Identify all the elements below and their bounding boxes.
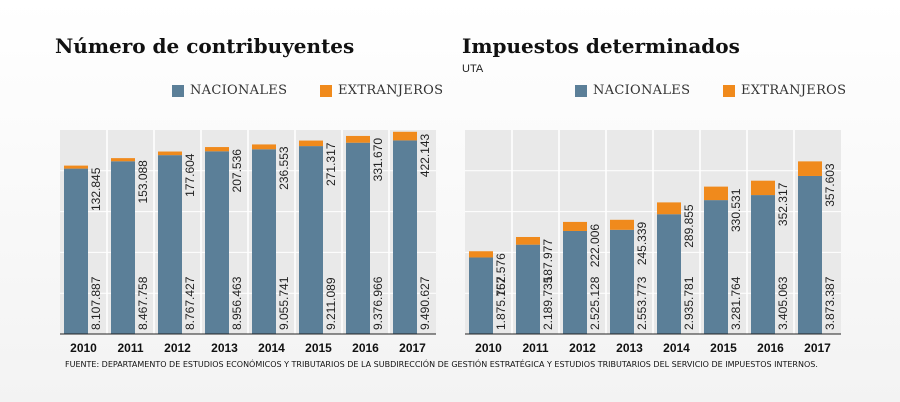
data-label-extranjeros: 271.317 <box>324 142 338 186</box>
x-tick-label: 2016 <box>352 341 379 355</box>
data-label-nacionales: 8.767.427 <box>183 276 197 330</box>
x-tick-label: 2013 <box>211 341 238 355</box>
data-label-extranjeros: 132.845 <box>89 167 103 211</box>
bar-extranjeros <box>798 161 822 176</box>
x-tick-label: 2015 <box>305 341 332 355</box>
data-label-extranjeros: 357.603 <box>823 163 837 207</box>
bar-nacionales <box>393 140 417 334</box>
legend-label-nacionales: NACIONALES <box>593 83 691 98</box>
chart-subtitle-impuestos: UTA <box>462 63 484 75</box>
bar-extranjeros <box>111 158 135 162</box>
bar-nacionales <box>563 230 587 334</box>
data-label-extranjeros: 289.855 <box>682 204 696 248</box>
data-label-extranjeros: 352.317 <box>776 182 790 226</box>
bar-nacionales <box>111 161 135 334</box>
chart-title-contribuyentes: Número de contribuyentes <box>55 34 355 58</box>
legend-swatch-nacionales <box>575 85 587 97</box>
chart-contribuyentes: 8.107.887 132.845 2010 8.467.758 153.088 2011… <box>60 130 436 355</box>
legend-swatch-nacionales <box>172 85 184 97</box>
bar-nacionales <box>299 146 323 334</box>
x-tick-label: 2012 <box>569 341 596 355</box>
data-label-extranjeros: 153.088 <box>136 160 150 204</box>
x-tick-label: 2016 <box>757 341 784 355</box>
x-tick-label: 2011 <box>117 341 143 355</box>
x-tick-label: 2015 <box>710 341 737 355</box>
bar-extranjeros <box>205 147 229 152</box>
x-tick-label: 2013 <box>616 341 643 355</box>
data-label-nacionales: 2.189.735 <box>541 276 555 330</box>
data-label-extranjeros: 331.670 <box>371 138 385 182</box>
bar-nacionales <box>346 142 370 334</box>
bar-extranjeros <box>393 131 417 141</box>
data-label-extranjeros: 236.553 <box>277 146 291 190</box>
data-label-nacionales: 2.525.128 <box>588 276 602 330</box>
bar-nacionales <box>610 229 634 334</box>
x-tick-label: 2011 <box>522 341 548 355</box>
data-label-nacionales: 9.376.966 <box>371 276 385 330</box>
bar-nacionales <box>657 214 681 334</box>
data-label-nacionales: 3.873.387 <box>823 276 837 330</box>
x-tick-label: 2010 <box>475 341 502 355</box>
bar-nacionales <box>252 149 276 334</box>
bar-extranjeros <box>516 236 540 245</box>
data-label-nacionales: 9.211.089 <box>324 277 338 330</box>
bar-extranjeros <box>469 251 493 258</box>
data-label-nacionales: 9.490.627 <box>418 276 432 330</box>
bar-extranjeros <box>346 135 370 143</box>
x-tick-label: 2010 <box>70 341 97 355</box>
bar-extranjeros <box>64 165 88 169</box>
bar-nacionales <box>469 257 493 334</box>
bar-extranjeros <box>657 202 681 215</box>
bar-nacionales <box>751 195 775 334</box>
bar-extranjeros <box>751 180 775 196</box>
x-tick-label: 2017 <box>399 341 426 355</box>
bar-nacionales <box>205 151 229 334</box>
legend-label-extranjeros: EXTRANJEROS <box>741 83 847 98</box>
data-label-extranjeros: 207.536 <box>230 149 244 193</box>
data-label-extranjeros: 177.604 <box>183 153 197 197</box>
source-note: FUENTE: DEPARTAMENTO DE ESTUDIOS ECONÓMI… <box>65 360 818 369</box>
bar-nacionales <box>64 168 88 334</box>
data-label-extranjeros: 152.576 <box>494 253 508 297</box>
bar-extranjeros <box>704 186 728 201</box>
x-tick-label: 2014 <box>258 341 285 355</box>
bar-extranjeros <box>252 144 276 150</box>
bar-nacionales <box>798 175 822 334</box>
data-label-nacionales: 3.405.063 <box>776 276 790 330</box>
x-tick-label: 2017 <box>804 341 831 355</box>
data-label-nacionales: 8.956.463 <box>230 276 244 330</box>
data-label-extranjeros: 245.339 <box>635 221 649 265</box>
legend-label-nacionales: NACIONALES <box>190 83 288 98</box>
x-tick-label: 2014 <box>663 341 690 355</box>
bar-extranjeros <box>158 151 182 156</box>
data-label-nacionales: 8.107.887 <box>89 276 103 330</box>
data-label-nacionales: 2.935.781 <box>682 276 696 330</box>
bar-extranjeros <box>563 221 587 231</box>
data-label-nacionales: 3.281.764 <box>729 276 743 330</box>
chart-title-impuestos: Impuestos determinados <box>462 34 740 58</box>
bar-nacionales <box>516 244 540 334</box>
bar-extranjeros <box>299 140 323 147</box>
legend-label-extranjeros: EXTRANJEROS <box>338 83 444 98</box>
legend-swatch-extranjeros <box>723 85 735 97</box>
x-tick-label: 2012 <box>164 341 191 355</box>
data-label-nacionales: 1.875.767 <box>494 276 508 330</box>
bar-extranjeros <box>610 219 634 230</box>
legend-swatch-extranjeros <box>320 85 332 97</box>
data-label-nacionales: 9.055.741 <box>277 276 291 330</box>
data-label-nacionales: 8.467.758 <box>136 276 150 330</box>
bar-nacionales <box>158 155 182 334</box>
bar-nacionales <box>704 200 728 334</box>
data-label-extranjeros: 187.977 <box>541 239 555 283</box>
data-label-extranjeros: 330.531 <box>729 188 743 232</box>
data-label-nacionales: 2.553.773 <box>635 276 649 330</box>
data-label-extranjeros: 222.006 <box>588 224 602 268</box>
data-label-extranjeros: 422.143 <box>418 133 432 177</box>
